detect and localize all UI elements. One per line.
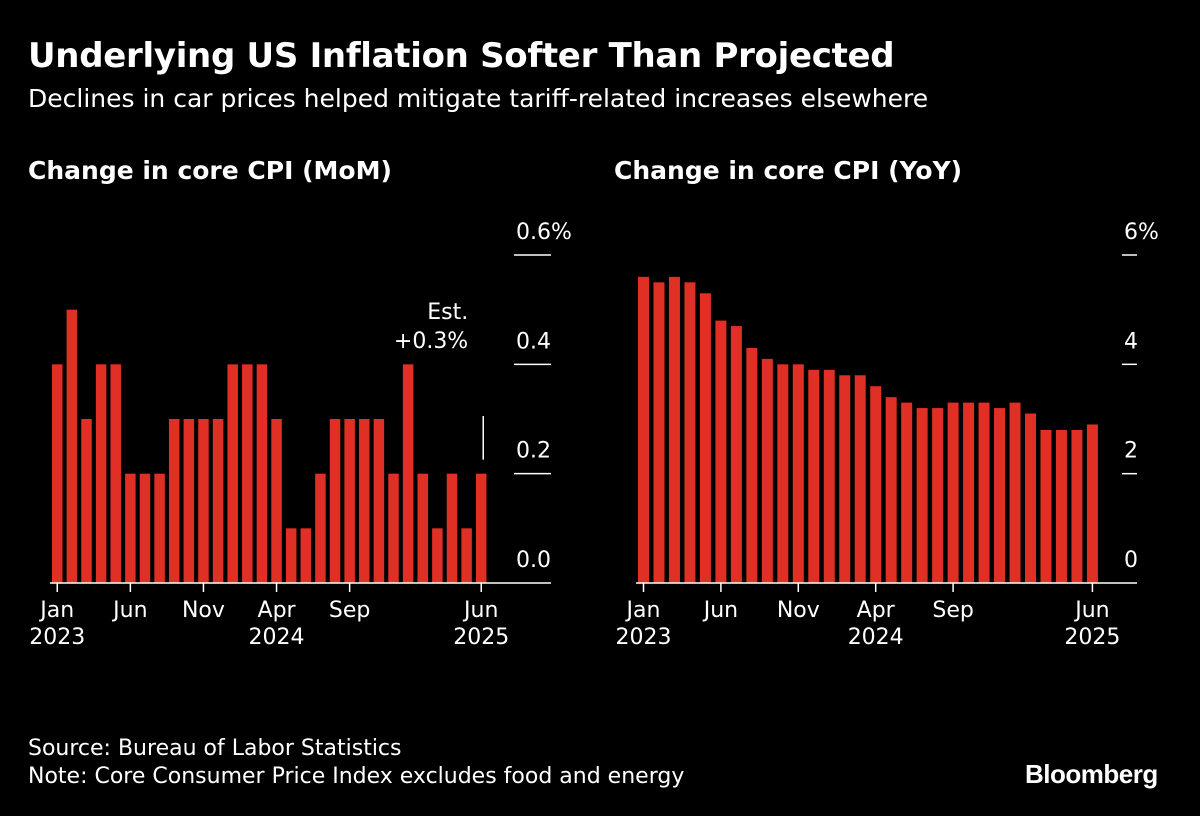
mom-bar	[417, 473, 428, 583]
yoy-bar	[963, 402, 975, 583]
yoy-x-tick-label: Sep	[932, 598, 973, 623]
mom-x-tick-label: Apr	[258, 598, 297, 623]
yoy-x-tick-label: Apr	[857, 598, 896, 623]
mom-bar	[388, 473, 399, 583]
yoy-bar	[1009, 402, 1021, 583]
yoy-bar	[916, 408, 928, 583]
mom-bar	[242, 364, 253, 583]
mom-bar	[66, 309, 78, 583]
yoy-bar	[808, 369, 820, 583]
yoy-x-year-label: 2025	[1064, 625, 1120, 650]
mom-bar	[315, 473, 326, 583]
yoy-bar	[761, 358, 773, 583]
mom-y-tick-label: 0.6%	[516, 220, 572, 245]
mom-bar	[300, 528, 312, 583]
yoy-chart-title: Change in core CPI (YoY)	[614, 156, 963, 185]
mom-estimate-value: +0.3%	[394, 329, 468, 354]
yoy-bar	[1086, 424, 1098, 583]
mom-y-tick-label: 0.2	[516, 439, 551, 464]
yoy-bar	[684, 282, 696, 583]
yoy-y-tick-label: 6%	[1124, 220, 1159, 245]
mom-bar	[402, 364, 414, 583]
mom-bar	[359, 419, 370, 583]
mom-bar	[110, 364, 121, 583]
mom-bar	[344, 419, 355, 583]
mom-x-tick-label: Jun	[111, 598, 147, 623]
yoy-bar	[885, 397, 897, 583]
yoy-bar	[746, 347, 758, 583]
mom-bar	[373, 419, 385, 583]
yoy-bar	[947, 402, 959, 583]
mom-bar	[432, 528, 443, 583]
yoy-bar	[901, 402, 913, 583]
yoy-bar	[1071, 429, 1083, 583]
mom-bar	[256, 364, 268, 583]
mom-y-tick-label: 0.4	[516, 329, 551, 354]
mom-bar	[52, 364, 63, 583]
footnote: Note: Core Consumer Price Index excludes…	[28, 764, 685, 789]
yoy-x-tick-label: Jun	[702, 598, 738, 623]
chart-subtitle: Declines in car prices helped mitigate t…	[28, 84, 929, 113]
mom-chart-title: Change in core CPI (MoM)	[28, 156, 392, 185]
mom-x-tick-label: Jan	[38, 598, 74, 623]
mom-x-tick-label: Sep	[329, 598, 370, 623]
mom-bar	[125, 473, 136, 583]
yoy-x-year-label: 2023	[616, 625, 672, 650]
yoy-bar	[932, 408, 944, 583]
mom-y-tick-label: 0.0	[516, 548, 551, 573]
yoy-x-tick-label: Jan	[625, 598, 661, 623]
mom-bar	[168, 419, 180, 583]
yoy-y-tick-label: 4	[1124, 329, 1138, 354]
yoy-bar	[792, 364, 804, 583]
yoy-bar	[699, 293, 711, 583]
mom-x-year-label: 2025	[453, 625, 509, 650]
yoy-bar	[839, 375, 851, 583]
yoy-bar	[870, 386, 882, 583]
yoy-y-tick-label: 2	[1124, 439, 1138, 464]
yoy-y-tick-label: 0	[1124, 548, 1138, 573]
yoy-x-year-label: 2024	[848, 625, 904, 650]
yoy-bar	[1025, 413, 1036, 583]
mom-bar	[198, 419, 209, 583]
mom-bar	[475, 473, 487, 583]
source-note: Source: Bureau of Labor Statistics	[28, 736, 402, 761]
yoy-bar	[653, 282, 665, 583]
mom-bar	[227, 364, 238, 583]
mom-bar	[285, 528, 297, 583]
yoy-bar	[638, 276, 649, 583]
yoy-bar	[668, 276, 680, 583]
yoy-bar	[1055, 429, 1067, 583]
mom-bar	[461, 528, 472, 583]
yoy-bar	[994, 408, 1006, 583]
mom-bar	[329, 419, 341, 583]
mom-bar	[183, 419, 195, 583]
mom-bar	[139, 473, 151, 583]
yoy-bar	[1040, 429, 1052, 583]
mom-x-year-label: 2023	[29, 625, 85, 650]
yoy-bar	[854, 375, 866, 583]
yoy-bar	[715, 320, 727, 583]
bloomberg-logo: Bloomberg	[1025, 759, 1158, 789]
mom-x-year-label: 2024	[249, 625, 305, 650]
mom-x-tick-label: Nov	[182, 598, 225, 623]
yoy-bar	[730, 326, 742, 583]
mom-estimate-label: Est.	[427, 300, 468, 325]
yoy-x-tick-label: Nov	[777, 598, 820, 623]
yoy-x-tick-label: Jun	[1073, 598, 1109, 623]
mom-bar	[446, 473, 458, 583]
chart-title: Underlying US Inflation Softer Than Proj…	[28, 36, 895, 76]
mom-bar	[212, 419, 224, 583]
mom-bar	[81, 419, 92, 583]
yoy-bar	[777, 364, 789, 583]
yoy-bar	[978, 402, 990, 583]
mom-bar	[154, 473, 165, 583]
mom-x-tick-label: Jun	[462, 598, 498, 623]
mom-bar	[95, 364, 107, 583]
yoy-bar	[823, 369, 835, 583]
mom-bar	[271, 419, 282, 583]
